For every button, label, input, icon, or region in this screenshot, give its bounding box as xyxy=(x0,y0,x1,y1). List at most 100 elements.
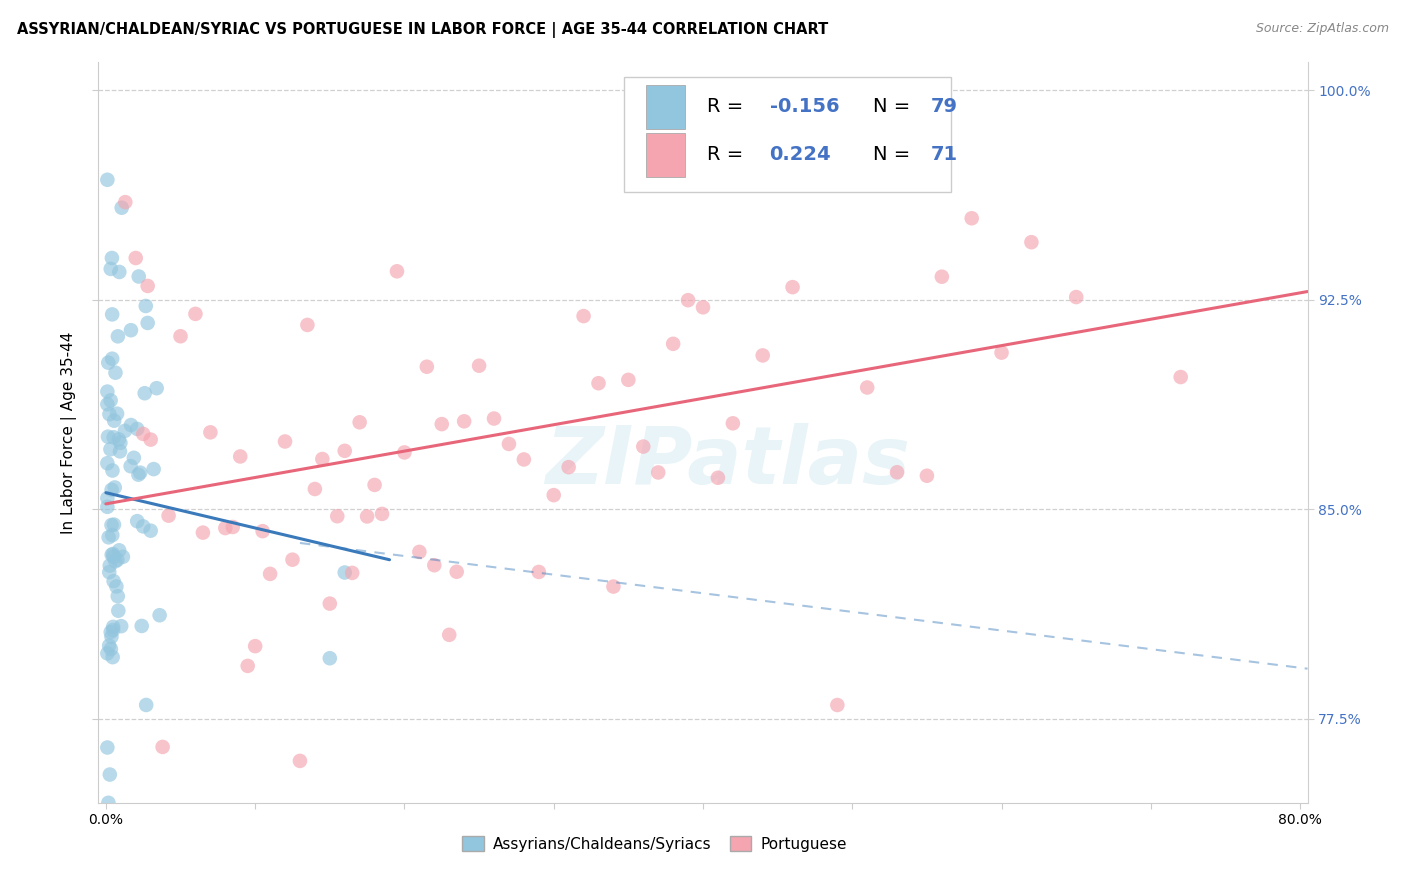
Point xyxy=(101,650,124,665)
Point xyxy=(98,639,121,653)
Point xyxy=(304,482,326,496)
Point xyxy=(96,456,118,470)
Point xyxy=(100,625,122,640)
Point xyxy=(103,517,125,532)
Point xyxy=(97,796,120,810)
Text: R =: R = xyxy=(707,145,749,164)
Point xyxy=(886,465,908,479)
Point xyxy=(101,251,124,265)
Point xyxy=(423,558,446,573)
Point xyxy=(931,269,953,284)
Point xyxy=(100,483,122,497)
Point xyxy=(100,642,122,657)
Text: Source: ZipAtlas.com: Source: ZipAtlas.com xyxy=(1256,22,1389,36)
Point xyxy=(527,565,550,579)
Point xyxy=(191,525,214,540)
Point xyxy=(111,201,134,215)
Point xyxy=(371,507,394,521)
Point xyxy=(114,195,136,210)
Point xyxy=(100,393,122,408)
Point xyxy=(101,620,124,634)
Point xyxy=(132,519,155,533)
Point xyxy=(105,579,128,593)
Point xyxy=(827,698,849,712)
Point xyxy=(134,386,156,401)
Point xyxy=(430,417,453,431)
Point xyxy=(311,452,333,467)
Point xyxy=(1021,235,1043,250)
Point xyxy=(101,623,124,637)
Point xyxy=(274,434,297,449)
Point xyxy=(108,265,131,279)
Point xyxy=(98,565,121,579)
Point xyxy=(104,366,127,380)
Point xyxy=(149,608,172,623)
Point xyxy=(340,566,363,580)
Point xyxy=(127,467,149,482)
Point xyxy=(408,545,430,559)
Point xyxy=(100,442,122,457)
Point xyxy=(416,359,439,374)
Text: -0.156: -0.156 xyxy=(769,97,839,116)
Point xyxy=(96,397,118,411)
Point xyxy=(96,646,118,660)
Point xyxy=(513,452,536,467)
Point xyxy=(131,619,153,633)
Point xyxy=(98,558,121,573)
Point xyxy=(333,443,356,458)
Point xyxy=(127,514,149,528)
Point xyxy=(915,468,938,483)
Point xyxy=(107,553,129,567)
Point xyxy=(990,345,1012,359)
Point xyxy=(100,518,122,533)
Point xyxy=(101,528,124,542)
Point xyxy=(135,698,157,712)
Point xyxy=(104,480,127,494)
Point xyxy=(252,524,274,538)
Point xyxy=(243,639,266,653)
Point xyxy=(110,619,132,633)
Point xyxy=(104,554,127,568)
Point xyxy=(557,460,579,475)
Point xyxy=(105,407,128,421)
Point xyxy=(1170,370,1192,384)
Point xyxy=(97,530,120,544)
Point xyxy=(498,437,520,451)
Point xyxy=(288,754,311,768)
Point xyxy=(236,659,259,673)
Point xyxy=(108,444,131,458)
Point xyxy=(129,466,152,480)
Point xyxy=(363,478,385,492)
Point xyxy=(108,543,131,558)
Point xyxy=(446,565,468,579)
Point xyxy=(856,380,879,394)
Point xyxy=(662,336,685,351)
Point xyxy=(103,549,125,564)
Point xyxy=(120,418,142,433)
Point xyxy=(356,509,378,524)
Text: 0.224: 0.224 xyxy=(769,145,831,164)
Point xyxy=(100,261,122,276)
Point xyxy=(132,426,155,441)
Point xyxy=(100,548,122,562)
Point xyxy=(107,433,129,447)
Point xyxy=(647,466,669,480)
Point xyxy=(588,376,610,391)
Point xyxy=(100,630,122,644)
Point xyxy=(110,435,132,450)
Point xyxy=(139,524,162,538)
Point xyxy=(128,269,150,284)
Point xyxy=(101,547,124,561)
Point xyxy=(782,280,804,294)
Text: N =: N = xyxy=(873,97,917,116)
Point xyxy=(125,251,148,265)
Legend: Assyrians/Chaldeans/Syriacs, Portuguese: Assyrians/Chaldeans/Syriacs, Portuguese xyxy=(456,830,853,858)
Point xyxy=(101,307,124,321)
Point xyxy=(222,520,245,534)
Point xyxy=(297,318,319,332)
Text: 79: 79 xyxy=(931,97,957,116)
Point xyxy=(107,604,129,618)
Point xyxy=(543,488,565,502)
Point xyxy=(960,211,983,226)
Point xyxy=(617,373,640,387)
